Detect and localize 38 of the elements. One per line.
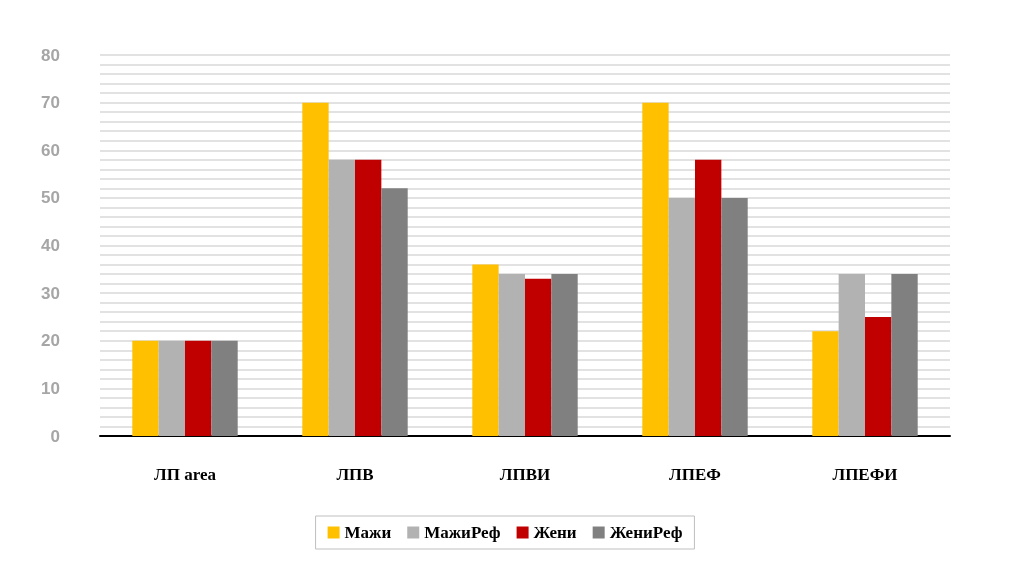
bar — [498, 274, 525, 436]
x-tick-label: ЛПЕФ — [669, 465, 721, 484]
bar — [472, 264, 499, 436]
bar — [891, 274, 918, 436]
bar — [838, 274, 865, 436]
bar — [302, 102, 329, 436]
bar — [642, 102, 669, 436]
y-tick-label: 20 — [41, 331, 60, 351]
bar — [158, 340, 185, 436]
legend-label: Жени — [533, 523, 577, 542]
y-tick-label: 70 — [41, 93, 60, 113]
legend-label: МажиРеф — [424, 523, 501, 542]
bar — [355, 159, 382, 436]
bar — [328, 159, 355, 436]
bar — [668, 197, 695, 436]
bar — [185, 340, 212, 436]
bar — [381, 188, 408, 436]
bar — [211, 340, 238, 436]
bar — [551, 274, 578, 436]
bar — [132, 340, 159, 436]
x-tick-label: ЛП area — [154, 465, 217, 484]
x-tick-label: ЛПЕФИ — [832, 465, 898, 484]
legend-label: Мажи — [344, 523, 392, 542]
bar — [525, 278, 552, 436]
bar — [721, 197, 748, 436]
y-tick-label: 80 — [41, 45, 60, 65]
y-tick-label: 50 — [41, 188, 60, 208]
x-tick-label: ЛПВ — [336, 465, 374, 484]
y-tick-label: 40 — [41, 236, 60, 255]
y-tick-label: 10 — [41, 378, 60, 398]
y-tick-label: 60 — [41, 140, 60, 160]
x-tick-label: ЛПВИ — [499, 465, 551, 484]
y-tick-label: 30 — [41, 283, 60, 303]
bar — [865, 316, 892, 436]
bar — [695, 159, 722, 436]
bar — [812, 331, 839, 436]
legend-label: ЖениРеф — [609, 523, 683, 542]
y-tick-label: 0 — [50, 426, 60, 446]
